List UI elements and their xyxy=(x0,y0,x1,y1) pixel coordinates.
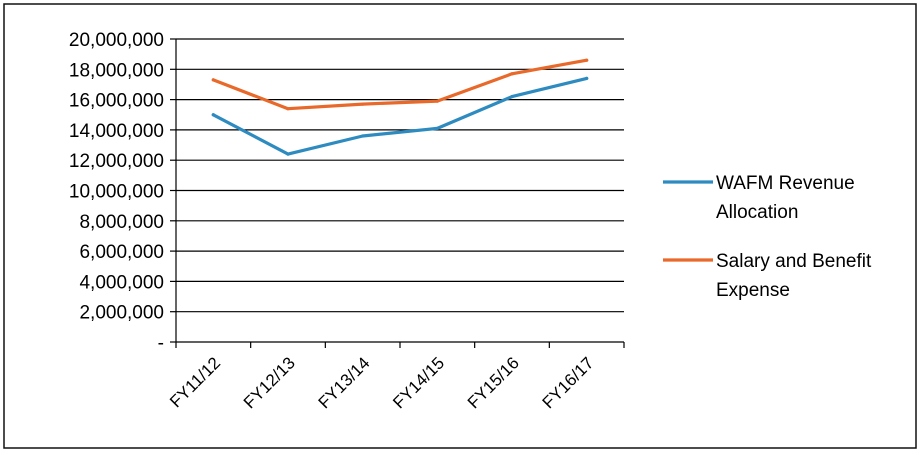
y-tick-label: 10,000,000 xyxy=(69,182,164,203)
data-point xyxy=(435,126,439,130)
y-tick-label: 12,000,000 xyxy=(69,151,164,172)
y-axis: - 2,000,000 4,000,000 6,000,000 8,000,000 10,… xyxy=(69,30,177,354)
data-point xyxy=(286,152,290,156)
legend-label: WAFM Revenue xyxy=(716,173,855,194)
y-tick-label: 2,000,000 xyxy=(79,303,164,324)
series-line xyxy=(211,76,589,156)
legend-label: Salary and Benefit xyxy=(716,251,872,272)
chart-border xyxy=(3,3,917,449)
gridlines xyxy=(176,38,624,313)
y-tick-label: - xyxy=(158,333,164,354)
data-point xyxy=(286,107,290,111)
y-tick-label: 20,000,000 xyxy=(69,30,164,51)
series-line xyxy=(211,58,589,111)
y-tick-label: 8,000,000 xyxy=(79,212,164,233)
data-point xyxy=(361,134,365,138)
data-point xyxy=(585,58,589,62)
legend-label: Allocation xyxy=(716,202,798,223)
data-point xyxy=(510,94,514,99)
y-tick-label: 6,000,000 xyxy=(79,242,164,263)
data-point xyxy=(211,113,215,117)
data-point xyxy=(361,102,365,106)
data-point xyxy=(510,72,514,76)
data-point xyxy=(211,78,215,82)
series-lines xyxy=(211,58,589,156)
data-point xyxy=(585,76,589,80)
data-point xyxy=(435,99,439,103)
y-tick-label: 18,000,000 xyxy=(69,60,164,81)
y-tick-label: 14,000,000 xyxy=(69,121,164,142)
legend-label: Expense xyxy=(716,280,790,301)
legend: WAFM Revenue Allocation Salary and Benefit… xyxy=(663,173,872,301)
y-tick-label: 4,000,000 xyxy=(79,272,164,293)
y-tick-label: 16,000,000 xyxy=(69,91,164,112)
